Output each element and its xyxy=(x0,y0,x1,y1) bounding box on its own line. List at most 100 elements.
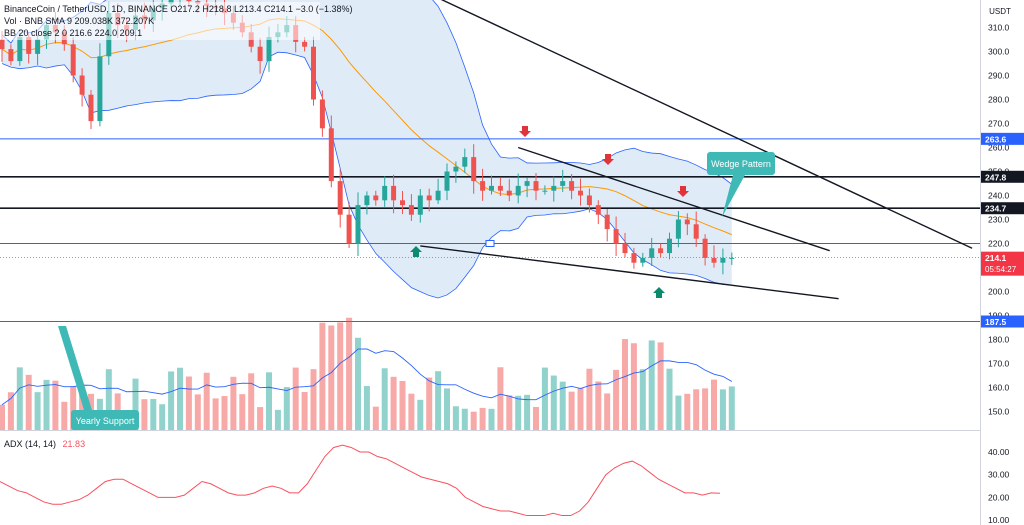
volume-bar xyxy=(728,386,735,430)
candle-body xyxy=(186,0,192,2)
volume-bar xyxy=(479,407,486,430)
level-price-tag-label: 247.8 xyxy=(985,172,1007,182)
price-tick-label: 170.0 xyxy=(988,359,1010,369)
adx-tick-label: 20.00 xyxy=(988,492,1010,502)
symbol-ohlc-line: BinanceCoin / TetherUSD, 1D, BINANCE O21… xyxy=(4,4,353,14)
volume-bar xyxy=(0,404,5,430)
candle-body xyxy=(17,37,23,62)
level-price-tag xyxy=(981,170,1024,183)
yearly-support-callout[interactable]: Yearly Support xyxy=(58,326,139,430)
volume-bar xyxy=(524,394,531,430)
wedge-callout-box xyxy=(707,152,775,175)
candle-body xyxy=(658,248,664,254)
volume-bar xyxy=(675,395,682,430)
candle-body xyxy=(631,253,637,263)
support-callout-label: Yearly Support xyxy=(76,416,135,426)
candle-body xyxy=(711,257,717,263)
price-tick-label: 270.0 xyxy=(988,119,1010,129)
legend: BinanceCoin / TetherUSD, 1D, BINANCE O21… xyxy=(0,2,353,40)
current-price-tag xyxy=(981,251,1024,276)
volume-bar xyxy=(355,337,361,430)
volume-bar xyxy=(283,387,290,430)
volume-bar xyxy=(34,392,41,430)
volume-bar xyxy=(212,398,219,430)
volume-sma-line xyxy=(1,348,733,406)
wedge-pattern-callout[interactable]: Wedge Pattern xyxy=(707,152,775,217)
volume-bar xyxy=(185,376,192,430)
candle-body xyxy=(408,205,414,215)
bollinger-fill xyxy=(2,0,732,298)
volume-bar xyxy=(604,393,611,430)
candle-body xyxy=(720,257,726,263)
volume-bar xyxy=(194,394,201,430)
bullish-arrow-icon xyxy=(653,287,665,298)
candle-body xyxy=(578,190,583,196)
volume-bar xyxy=(319,322,326,430)
candle-body xyxy=(640,257,646,263)
price-tick-label: 180.0 xyxy=(988,335,1010,345)
candle-body xyxy=(337,181,343,215)
candle-body xyxy=(560,181,566,186)
price-tick-label: 290.0 xyxy=(988,71,1010,81)
volume-bar xyxy=(622,339,628,430)
volume-bar xyxy=(177,367,183,430)
wedge-upper-line xyxy=(517,146,830,252)
volume-bar xyxy=(292,367,299,430)
candle-body xyxy=(311,46,316,100)
candle-body xyxy=(302,41,308,47)
candle-body xyxy=(542,190,548,192)
candle-body xyxy=(26,37,32,54)
price-tick-label: 260.0 xyxy=(988,143,1010,153)
volume-bar xyxy=(435,371,442,430)
candle-body xyxy=(729,257,735,259)
support-callout-box xyxy=(71,410,139,430)
volume-bar xyxy=(666,368,673,430)
level-price-tag xyxy=(981,202,1024,215)
descending-resistance-line xyxy=(440,0,973,249)
volume-bar xyxy=(301,391,308,430)
candle-body xyxy=(569,181,575,191)
candle-body xyxy=(382,185,388,201)
level-price-tag xyxy=(981,132,1024,145)
candle-body xyxy=(586,195,592,206)
candle-body xyxy=(364,195,370,206)
volume-bar xyxy=(363,386,370,430)
volume-bar xyxy=(346,317,353,430)
price-axis[interactable]: USDT310.0300.0290.0280.0270.0260.0250.02… xyxy=(981,0,1024,525)
price-tick-label: 200.0 xyxy=(988,287,1010,297)
volume-bar xyxy=(203,372,210,430)
price-tick-label: 160.0 xyxy=(988,383,1010,393)
volume-bar xyxy=(630,343,637,430)
price-tick-label: 240.0 xyxy=(988,191,1010,201)
candle-body xyxy=(35,39,41,54)
volume-bar xyxy=(461,408,468,430)
bearish-arrow-icon xyxy=(602,154,614,165)
volume-bar xyxy=(25,374,32,430)
adx-pane xyxy=(0,444,721,517)
candle-body xyxy=(79,75,85,95)
volume-bar xyxy=(684,393,691,430)
volume-bar xyxy=(559,381,566,430)
candle-body xyxy=(70,44,76,76)
candle-body xyxy=(391,185,397,201)
volume-bar xyxy=(159,404,166,430)
adx-legend-label: ADX (14, 14) xyxy=(4,439,56,449)
volume-bar xyxy=(141,399,148,430)
candle-body xyxy=(497,185,503,191)
candle-body xyxy=(489,185,494,191)
volume-bar xyxy=(515,395,522,430)
volume-bar xyxy=(132,378,139,430)
volume-bar xyxy=(639,369,646,430)
candle-body xyxy=(417,195,423,215)
wedge-callout-label: Wedge Pattern xyxy=(711,159,771,169)
volume-bar xyxy=(168,371,175,430)
volume-bar xyxy=(541,367,548,430)
candle-body xyxy=(373,195,379,201)
candle-body xyxy=(426,195,432,201)
adx-legend: ADX (14, 14) 21.83 xyxy=(4,439,85,449)
candle-body xyxy=(649,248,655,258)
volume-bar xyxy=(43,379,50,430)
adx-tick-label: 40.00 xyxy=(988,447,1010,457)
price-tick-label: 300.0 xyxy=(988,47,1010,57)
